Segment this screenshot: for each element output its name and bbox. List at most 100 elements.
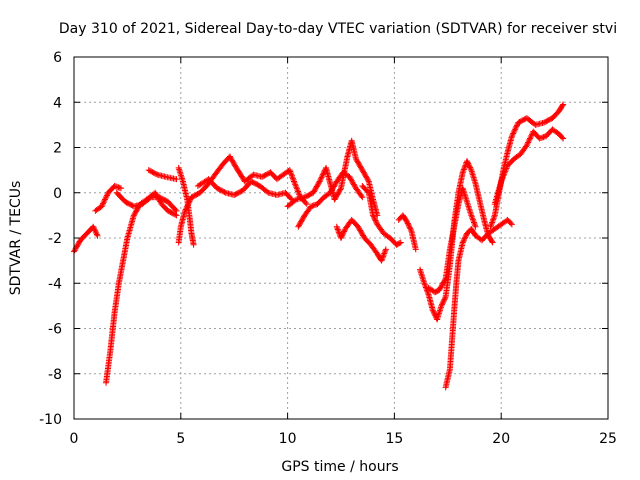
data-point bbox=[381, 249, 388, 256]
data-point bbox=[351, 182, 358, 189]
data-point bbox=[510, 130, 517, 137]
data-point bbox=[295, 222, 302, 229]
data-point bbox=[459, 169, 466, 176]
data-point bbox=[93, 231, 100, 238]
data-point bbox=[430, 308, 437, 315]
series-sdtvar bbox=[71, 101, 567, 391]
data-point bbox=[370, 212, 377, 219]
data-point bbox=[288, 171, 295, 178]
axis-ticks: 0 5 10 15 20 25 -10 -8 -6 -4 -2 0 2 4 6 bbox=[39, 50, 617, 447]
data-point bbox=[316, 178, 323, 185]
data-point bbox=[509, 131, 516, 138]
data-point bbox=[470, 219, 477, 226]
data-point bbox=[421, 281, 428, 288]
data-point bbox=[421, 280, 428, 287]
data-point bbox=[71, 247, 78, 254]
data-point bbox=[355, 159, 362, 166]
data-point bbox=[332, 195, 339, 202]
data-point bbox=[331, 182, 338, 189]
x-tick-label: 0 bbox=[70, 431, 79, 447]
data-point bbox=[338, 233, 345, 240]
data-point bbox=[335, 188, 342, 195]
data-point bbox=[406, 224, 413, 231]
data-point bbox=[364, 188, 371, 195]
data-point bbox=[499, 175, 506, 182]
data-point bbox=[286, 167, 293, 174]
data-point bbox=[440, 297, 447, 304]
data-point bbox=[294, 187, 301, 194]
data-track bbox=[284, 137, 381, 219]
data-point bbox=[72, 246, 79, 253]
data-point bbox=[350, 180, 357, 187]
data-point bbox=[173, 176, 180, 183]
data-point bbox=[315, 179, 322, 186]
data-point bbox=[489, 219, 496, 226]
data-point bbox=[511, 127, 518, 134]
data-point bbox=[559, 102, 566, 109]
data-point bbox=[437, 284, 444, 291]
data-point bbox=[329, 185, 336, 192]
data-point bbox=[440, 298, 447, 305]
data-point bbox=[182, 207, 189, 214]
data-point bbox=[359, 231, 366, 238]
y-axis-label: SDTVAR / TECUs bbox=[8, 181, 24, 296]
data-point bbox=[310, 188, 317, 195]
data-point bbox=[172, 206, 179, 213]
data-point bbox=[359, 194, 366, 201]
data-point bbox=[360, 168, 367, 175]
data-point bbox=[132, 209, 139, 216]
data-point bbox=[459, 239, 466, 246]
data-point bbox=[303, 201, 310, 208]
data-point bbox=[396, 240, 403, 247]
data-point bbox=[185, 199, 192, 206]
data-point bbox=[310, 189, 317, 196]
data-point bbox=[231, 161, 238, 168]
data-point bbox=[311, 187, 318, 194]
data-point bbox=[349, 178, 356, 185]
data-point bbox=[438, 302, 445, 309]
data-point bbox=[102, 195, 109, 202]
data-point bbox=[358, 192, 365, 199]
data-point bbox=[441, 296, 448, 303]
data-point bbox=[501, 171, 508, 178]
data-point bbox=[341, 228, 348, 235]
data-point bbox=[461, 165, 468, 172]
data-point bbox=[339, 231, 346, 238]
data-point bbox=[371, 214, 378, 221]
data-point bbox=[523, 142, 530, 149]
data-point bbox=[330, 183, 337, 190]
data-point bbox=[357, 228, 364, 235]
data-point bbox=[332, 180, 339, 187]
data-point bbox=[503, 165, 510, 172]
data-track bbox=[103, 189, 180, 386]
data-point bbox=[466, 163, 473, 170]
data-point bbox=[289, 174, 296, 181]
data-point bbox=[470, 218, 477, 225]
data-point bbox=[425, 290, 432, 297]
data-point bbox=[464, 158, 471, 165]
data-point bbox=[346, 173, 353, 180]
data-point bbox=[287, 169, 294, 176]
data-point bbox=[300, 214, 307, 221]
data-point bbox=[465, 161, 472, 168]
data-point bbox=[302, 199, 309, 206]
data-track bbox=[71, 223, 101, 255]
data-point bbox=[101, 196, 108, 203]
data-point bbox=[472, 222, 479, 229]
data-point bbox=[348, 177, 355, 184]
data-point bbox=[422, 283, 429, 290]
data-point bbox=[314, 182, 321, 189]
data-point bbox=[560, 101, 567, 108]
data-point bbox=[359, 167, 366, 174]
y-tick-label: -10 bbox=[39, 412, 62, 428]
data-point bbox=[440, 279, 447, 286]
y-tick-label: 2 bbox=[53, 141, 62, 157]
data-point bbox=[472, 223, 479, 230]
data-point bbox=[298, 217, 305, 224]
data-track bbox=[333, 216, 389, 264]
data-point bbox=[525, 138, 532, 145]
data-point bbox=[527, 134, 534, 141]
data-point bbox=[467, 165, 474, 172]
data-point bbox=[460, 236, 467, 243]
data-point bbox=[231, 162, 238, 169]
